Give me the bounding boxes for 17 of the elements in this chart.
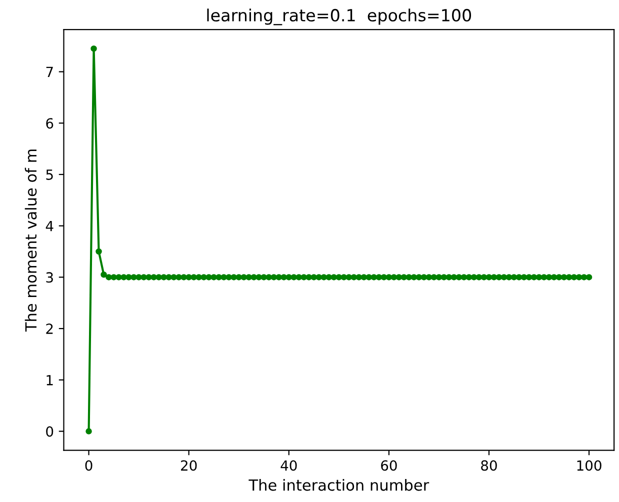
chart-title: learning_rate=0.1 epochs=100	[207, 8, 472, 26]
y-tick-label: 2	[46, 324, 53, 334]
x-tick-label: 100	[577, 460, 602, 471]
y-tick-label: 1	[46, 375, 53, 386]
y-tick-label: 6	[46, 118, 54, 129]
x-tick-label: 40	[280, 460, 297, 471]
y-tick-label: 7	[46, 66, 53, 78]
y-tick-label: 4	[46, 220, 54, 232]
y-axis-title: The moment value of m	[24, 150, 37, 332]
x-tick-label: 20	[181, 460, 197, 471]
y-tick-label: 3	[46, 272, 53, 283]
y-tick-label: 0	[46, 426, 54, 437]
x-axis-title: The interaction number	[248, 479, 430, 491]
x-tick-label: 80	[481, 460, 497, 471]
y-tick-label: 5	[46, 170, 53, 180]
x-tick-label: 0	[85, 460, 92, 471]
x-tick-label: 60	[381, 460, 397, 471]
